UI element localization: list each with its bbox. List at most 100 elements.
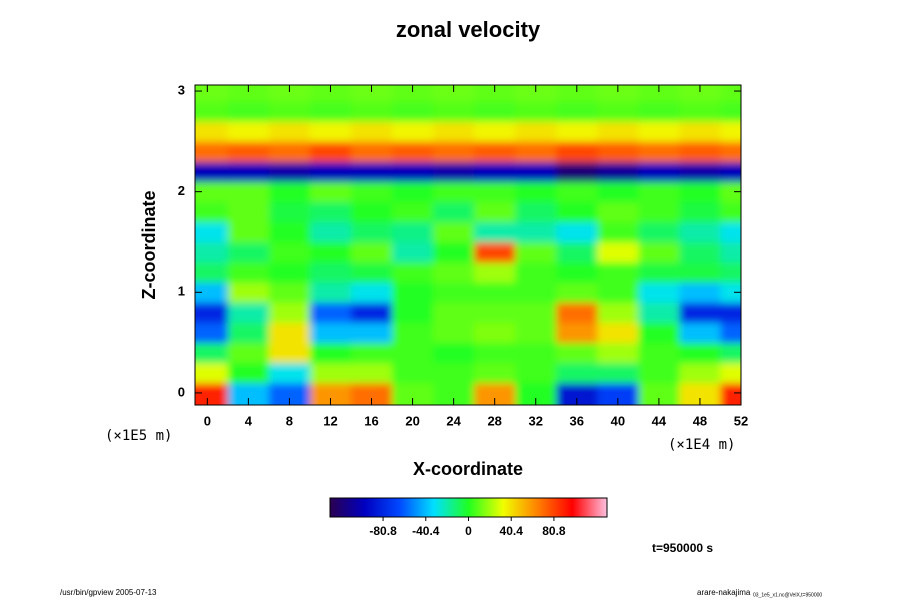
heatmap-cell — [392, 201, 434, 223]
heatmap-cell — [195, 342, 229, 364]
heatmap-cell — [227, 181, 270, 203]
heatmap-cell — [679, 241, 721, 263]
heatmap-cell — [720, 101, 741, 122]
heatmap-cell — [556, 362, 598, 384]
heatmap-cell — [474, 241, 516, 263]
heatmap-cell — [638, 141, 680, 162]
heatmap-cell — [679, 181, 721, 203]
heatmap-cell — [195, 121, 229, 142]
x-unit: (×1E4 m) — [668, 437, 735, 453]
heatmap-cell — [309, 201, 352, 223]
heatmap-cell — [515, 362, 557, 384]
heatmap-cell — [392, 121, 434, 142]
heatmap-cell — [556, 282, 598, 303]
heatmap-cell — [556, 382, 598, 405]
heatmap-cell — [474, 201, 516, 223]
heatmap-cell — [638, 241, 680, 263]
heatmap-cell — [268, 262, 311, 283]
x-tick-label: 32 — [529, 413, 543, 428]
heatmap-cell — [309, 262, 352, 283]
heatmap-cell — [515, 322, 557, 344]
heatmap-cell — [268, 221, 311, 243]
heatmap-cell — [433, 282, 475, 303]
heatmap-cell — [720, 262, 741, 283]
heatmap-cell — [474, 362, 516, 384]
heatmap-cell — [597, 141, 639, 162]
heatmap-cell — [720, 282, 741, 303]
x-tick-label: 24 — [446, 413, 461, 428]
heatmap-cell — [515, 262, 557, 283]
heatmap-cell — [638, 342, 680, 364]
heatmap-cell — [268, 342, 311, 364]
heatmap-cell — [556, 302, 598, 323]
heatmap-cell — [351, 262, 393, 283]
heatmap-cell — [597, 121, 639, 142]
heatmap-cell — [720, 362, 741, 384]
heatmap-cell — [227, 322, 270, 344]
heatmap-cell — [227, 262, 270, 283]
heatmap-cell — [195, 161, 229, 183]
heatmap-cell — [515, 161, 557, 183]
heatmap-cell — [638, 302, 680, 323]
heatmap-cell — [720, 201, 741, 223]
heatmap-cell — [433, 201, 475, 223]
heatmap-cell — [195, 221, 229, 243]
heatmap-cell — [351, 201, 393, 223]
heatmap-cell — [309, 362, 352, 384]
heatmap-cell — [638, 322, 680, 344]
heatmap-cell — [227, 302, 270, 323]
heatmap-cell — [556, 181, 598, 203]
heatmap-cell — [474, 101, 516, 122]
x-tick-label: 28 — [487, 413, 501, 428]
heatmap-cell — [474, 282, 516, 303]
heatmap-cell — [556, 342, 598, 364]
footer-left: /usr/bin/gpview 2005-07-13 — [60, 588, 157, 597]
heatmap-cell — [392, 262, 434, 283]
heatmap-cell — [392, 282, 434, 303]
heatmap-cell — [433, 221, 475, 243]
heatmap-cell — [638, 262, 680, 283]
heatmap-cell — [433, 362, 475, 384]
heatmap-cell — [597, 382, 639, 405]
heatmap-cell — [351, 342, 393, 364]
heatmap-cell — [720, 121, 741, 142]
x-tick-label: 36 — [570, 413, 584, 428]
x-tick-label: 0 — [204, 413, 211, 428]
heatmap-cell — [195, 282, 229, 303]
heatmap-cell — [638, 201, 680, 223]
y-tick-label: 2 — [178, 183, 185, 198]
heatmap-cell — [720, 382, 741, 405]
heatmap-cell — [351, 241, 393, 263]
heatmap-cell — [474, 382, 516, 405]
heatmap-cell — [268, 241, 311, 263]
x-tick-label: 44 — [652, 413, 667, 428]
heatmap-cell — [679, 262, 721, 283]
heatmap-cell — [638, 85, 680, 102]
time-label: t=950000 s — [652, 541, 713, 555]
heatmap-cell — [268, 161, 311, 183]
x-tick-label: 20 — [405, 413, 419, 428]
heatmap-cell — [392, 221, 434, 243]
heatmap-cell — [433, 121, 475, 142]
heatmap-cell — [515, 121, 557, 142]
colorbar — [329, 497, 608, 518]
heatmap-cell — [515, 282, 557, 303]
x-axis-label: X-coordinate — [413, 459, 523, 479]
heatmap-cell — [556, 141, 598, 162]
colorbar-tick-label: 40.4 — [500, 524, 524, 538]
colorbar-tick-label: 80.8 — [542, 524, 566, 538]
heatmap-cell — [556, 101, 598, 122]
heatmap-cell — [351, 85, 393, 102]
heatmap-cell — [474, 302, 516, 323]
x-tick-label: 48 — [693, 413, 707, 428]
heatmap-cell — [597, 101, 639, 122]
heatmap-cell — [392, 85, 434, 102]
heatmap-cell — [474, 121, 516, 142]
heatmap-cell — [309, 101, 352, 122]
heatmap-cell — [515, 302, 557, 323]
heatmap-cell — [679, 201, 721, 223]
heatmap-cell — [392, 161, 434, 183]
heatmap-cell — [227, 121, 270, 142]
heatmap-cell — [597, 181, 639, 203]
